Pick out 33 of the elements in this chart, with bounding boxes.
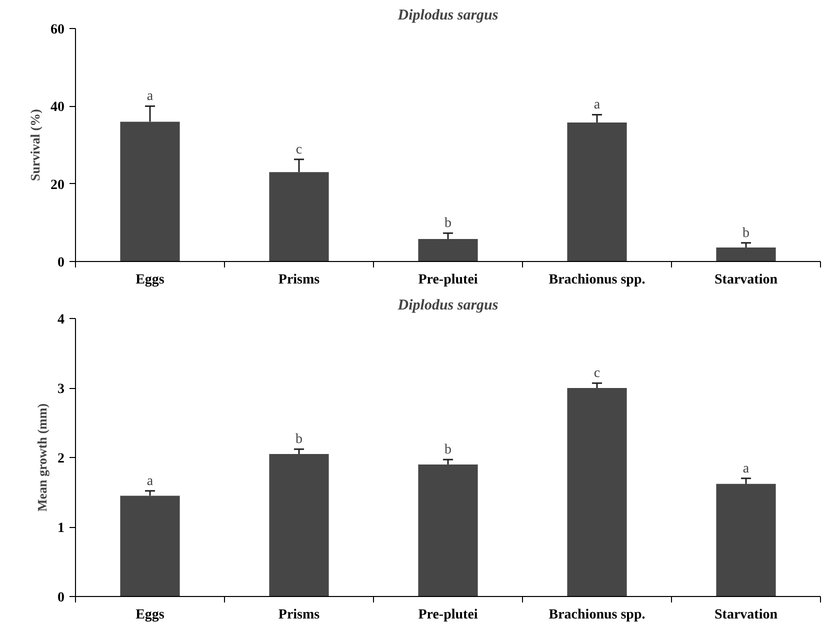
annotation: b (444, 216, 452, 232)
y-tick-label: 1 (58, 521, 64, 536)
y-tick-label: 40 (50, 100, 64, 116)
x-tick-label: Starvation (714, 608, 778, 622)
annotation: a (742, 461, 750, 476)
y-tick-label: 0 (58, 256, 64, 270)
chart-title: Diplodus sargus (396, 298, 498, 314)
x-tick-label: Pre-plutei (418, 272, 478, 288)
y-tick-label: 20 (50, 178, 64, 193)
annotation: b (742, 226, 750, 241)
x-tick-label: Starvation (714, 272, 778, 288)
annotation: a (146, 89, 154, 104)
y-tick-label: 4 (58, 312, 64, 328)
y-axis-title: Mean growth (mm) (34, 403, 50, 512)
annotation: c (594, 366, 600, 382)
x-tick-label: Eggs (136, 608, 165, 622)
y-axis-title: Survival (%) (28, 109, 42, 181)
annotation: a (146, 474, 154, 489)
y-tick-label: 0 (58, 590, 64, 606)
y-tick-label: 3 (58, 382, 64, 397)
annotation: a (594, 98, 601, 113)
x-tick-label: Prisms (278, 608, 320, 622)
x-tick-label: Eggs (136, 272, 165, 288)
y-tick-label: 2 (58, 452, 64, 466)
annotation: b (444, 442, 452, 458)
x-tick-label: Brachionus spp. (548, 608, 646, 622)
annotation: c (296, 142, 302, 158)
chart-title: Diplodus sargus (396, 8, 498, 24)
y-tick-label: 60 (50, 22, 64, 38)
x-tick-label: Brachionus spp. (548, 272, 646, 288)
x-tick-label: Pre-plutei (418, 608, 478, 622)
x-tick-label: Prisms (278, 272, 320, 288)
annotation: b (296, 432, 302, 448)
